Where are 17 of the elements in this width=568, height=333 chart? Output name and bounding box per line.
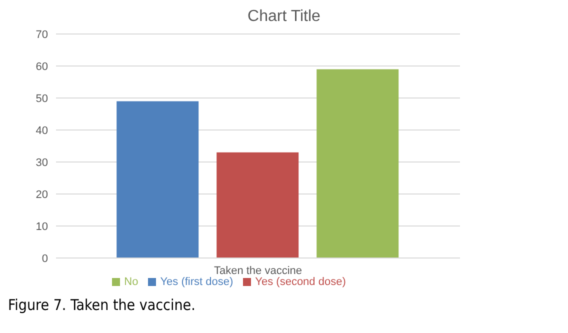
y-tick-label: 30 bbox=[36, 156, 48, 169]
bar bbox=[216, 152, 299, 258]
y-tick-label: 20 bbox=[36, 188, 48, 201]
y-tick-label: 40 bbox=[36, 124, 48, 137]
y-tick-label: 10 bbox=[36, 220, 48, 233]
legend-label: Yes (second dose) bbox=[255, 276, 346, 288]
bar bbox=[116, 101, 199, 258]
x-tick-label: Taken the vaccine bbox=[214, 264, 302, 277]
legend-label: Yes (first dose) bbox=[160, 276, 234, 288]
y-tick-label: 0 bbox=[42, 252, 48, 265]
bar bbox=[316, 69, 399, 258]
y-tick-label: 50 bbox=[36, 92, 48, 105]
y-tick-label: 60 bbox=[36, 60, 48, 73]
legend-label: No bbox=[124, 276, 138, 288]
y-tick-label: 70 bbox=[36, 28, 48, 41]
chart-title: Chart Title bbox=[246, 8, 322, 26]
caption: Figure 7. Taken the vaccine. bbox=[8, 296, 196, 314]
